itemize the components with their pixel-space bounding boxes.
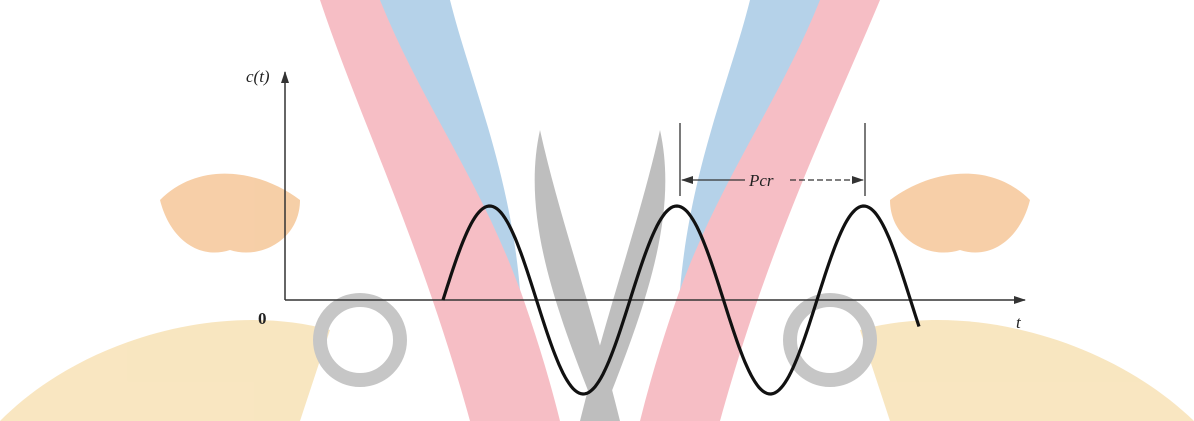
- x-axis-label: t: [1016, 313, 1022, 332]
- y-axis-label: c(t): [246, 67, 270, 86]
- diagram: c(t) t 0 Pcr: [0, 0, 1194, 421]
- origin-label: 0: [258, 309, 267, 328]
- period-label: Pcr: [748, 171, 774, 190]
- watermark: [0, 0, 1194, 421]
